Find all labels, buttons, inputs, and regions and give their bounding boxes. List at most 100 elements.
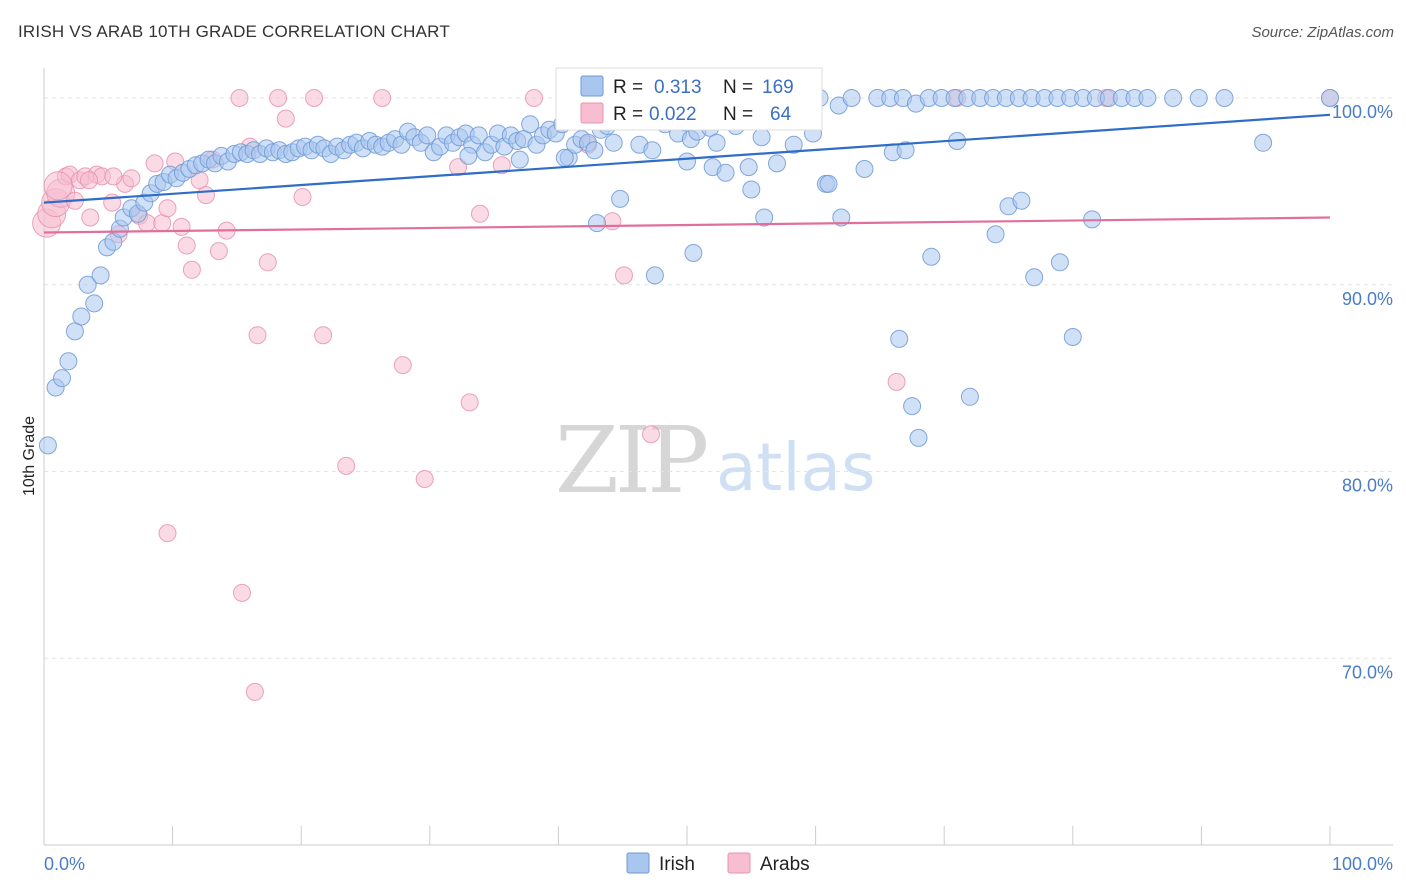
irish-point xyxy=(707,133,726,152)
legend-r-value-arabs: 0.022 xyxy=(649,104,697,125)
watermark-zip: ZIP xyxy=(555,407,706,514)
chart-title: IRISH VS ARAB 10TH GRADE CORRELATION CHA… xyxy=(18,22,450,41)
legend-n-value-arabs: 64 xyxy=(770,104,792,125)
irish-point xyxy=(739,158,758,177)
irish-point xyxy=(855,160,874,178)
arab-point xyxy=(492,156,511,175)
irish-point xyxy=(1050,253,1069,272)
irish-point xyxy=(604,133,623,152)
irish-point xyxy=(459,146,478,165)
bottom-legend-swatch-irish xyxy=(626,852,650,874)
arab-point xyxy=(81,208,100,227)
arab-point xyxy=(145,154,164,173)
bottom-legend-label-irish: Irish xyxy=(659,854,695,875)
arab-point xyxy=(158,524,177,543)
arab-point xyxy=(182,260,201,279)
irish-point xyxy=(72,307,91,326)
irish-point xyxy=(755,208,774,227)
chart-source: Source: ZipAtlas.com xyxy=(1251,24,1394,41)
top-legend: R = 0.313 N = 169 R = 0.022 N = 64 xyxy=(555,67,823,131)
arab-point xyxy=(248,326,267,345)
arab-point xyxy=(525,89,543,107)
legend-r-label-irish: R = xyxy=(613,77,643,98)
irish-point xyxy=(752,128,771,147)
arab-point xyxy=(230,89,249,107)
arab-point xyxy=(460,393,479,412)
irish-point xyxy=(78,275,97,294)
irish-point xyxy=(832,208,851,227)
irish-point xyxy=(510,150,529,169)
y-tick-label: 80.0% xyxy=(1342,476,1393,496)
irish-point xyxy=(59,352,78,371)
arab-point xyxy=(258,253,277,272)
irish-point xyxy=(585,141,604,160)
arab-point xyxy=(314,326,333,345)
irish-point xyxy=(678,152,696,171)
arab-point xyxy=(209,242,228,261)
arab-point xyxy=(373,89,392,107)
arab-point xyxy=(158,199,177,218)
arab-point xyxy=(393,356,412,375)
y-tick-labels: 100.0% 90.0% 80.0% 70.0% xyxy=(1332,102,1393,682)
grid xyxy=(44,97,1393,659)
irish-point xyxy=(418,126,437,145)
irish-point xyxy=(684,244,703,262)
y-tick-label: 90.0% xyxy=(1342,289,1393,309)
arab-point xyxy=(449,158,468,177)
arabs-points xyxy=(32,89,1339,701)
irish-point xyxy=(643,141,662,160)
irish-point xyxy=(909,428,928,447)
irish-point xyxy=(903,397,922,416)
legend-swatch-irish xyxy=(580,75,604,97)
irish-point xyxy=(1215,89,1234,107)
irish-point xyxy=(1164,89,1183,107)
y-tick-label: 100.0% xyxy=(1332,102,1393,122)
trend-lines xyxy=(43,113,1331,234)
irish-point xyxy=(960,387,979,406)
irish-point xyxy=(555,148,574,167)
irish-point xyxy=(784,135,803,154)
arab-point xyxy=(43,171,73,201)
watermark-atlas: atlas xyxy=(716,429,876,506)
irish-point xyxy=(85,294,104,313)
irish-point xyxy=(469,126,488,145)
arab-point xyxy=(233,583,251,602)
arab-point xyxy=(603,212,622,231)
arab-point xyxy=(80,171,98,190)
arab-point xyxy=(122,169,141,188)
irish-point xyxy=(922,247,941,266)
arab-point xyxy=(245,682,264,701)
x-tick-label-max: 100.0% xyxy=(1332,854,1393,874)
legend-r-label-arabs: R = xyxy=(613,104,643,125)
watermark: ZIP atlas xyxy=(555,407,876,514)
arab-point xyxy=(104,167,123,186)
irish-point xyxy=(742,180,761,199)
legend-n-label-irish: N = xyxy=(723,77,753,98)
irish-point xyxy=(768,154,786,173)
arab-point xyxy=(293,188,312,206)
bottom-legend-swatch-arabs xyxy=(727,852,751,874)
arab-point xyxy=(337,456,356,475)
irish-point xyxy=(1254,133,1273,152)
irish-trend-line xyxy=(43,113,1331,204)
irish-point xyxy=(986,225,1005,244)
arab-point xyxy=(197,186,215,205)
irish-point xyxy=(65,322,84,341)
legend-n-label-arabs: N = xyxy=(723,104,753,125)
arabs-trend-line xyxy=(43,216,1331,234)
arab-point xyxy=(415,470,434,488)
irish-point xyxy=(1138,89,1157,107)
irish-point xyxy=(896,141,915,160)
irish-point xyxy=(716,163,735,182)
bottom-legend: Irish Arabs xyxy=(626,852,810,875)
irish-point xyxy=(819,174,838,193)
irish-point xyxy=(611,189,630,208)
arab-point xyxy=(177,236,196,255)
irish-point xyxy=(1012,191,1031,210)
arab-point xyxy=(172,217,191,236)
irish-point xyxy=(1063,328,1082,346)
legend-r-value-irish: 0.313 xyxy=(654,77,702,98)
arab-point xyxy=(887,372,906,391)
legend-n-value-irish: 169 xyxy=(762,77,794,98)
irish-point xyxy=(53,369,71,388)
